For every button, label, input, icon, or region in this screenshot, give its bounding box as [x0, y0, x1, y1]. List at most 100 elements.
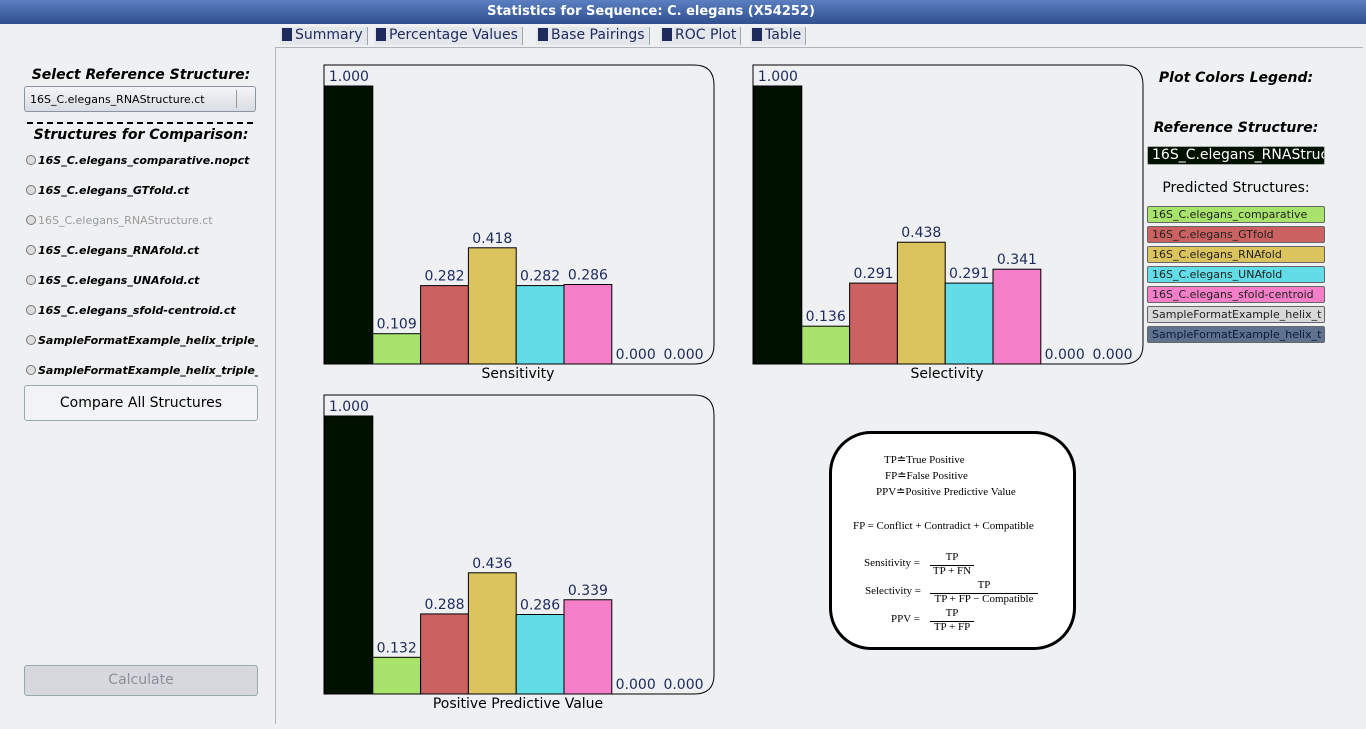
legend-title: Plot Colors Legend:	[1158, 70, 1314, 86]
fraction-bar	[930, 593, 1038, 594]
radio-button[interactable]	[26, 185, 36, 195]
tab[interactable]: Table	[750, 27, 807, 45]
tab-label: Table	[765, 27, 802, 43]
value-label: 0.000	[663, 677, 703, 693]
value-label: 0.291	[853, 266, 893, 282]
radio-button[interactable]	[26, 275, 36, 285]
structure-name[interactable]: SampleFormatExample_helix_triple_forr	[38, 334, 258, 347]
chart-title: Positive Predictive Value	[433, 696, 603, 712]
value-label: 0.109	[377, 317, 417, 333]
structure-name: 16S_C.elegans_RNAStructure.ct	[38, 214, 213, 227]
calculate-button: Calculate	[24, 665, 258, 696]
denominator: TP + FP − Compatible	[934, 593, 1034, 605]
dashed-separator	[27, 122, 253, 124]
definition: FP≐False Positive	[885, 470, 968, 482]
chart-title: Selectivity	[910, 366, 983, 382]
compare-button[interactable]: Compare All Structures	[24, 385, 258, 421]
window-title: Statistics for Sequence: C. elegans (X54…	[487, 4, 815, 19]
value-label: 0.132	[377, 640, 417, 656]
legend-item: SampleFormatExample_helix_t	[1147, 326, 1325, 343]
bar	[324, 415, 374, 695]
bar	[992, 268, 1042, 365]
legend-item: 16S_C.elegans_sfold-centroid	[1147, 286, 1325, 303]
value-label: 0.341	[997, 252, 1037, 268]
value-label: 0.438	[901, 225, 941, 241]
value-label: 0.288	[424, 597, 464, 613]
bar	[896, 241, 946, 365]
radio-button	[26, 215, 36, 225]
fp-formula: FP = Conflict + Contradict + Compatible	[853, 520, 1034, 532]
chart-title: Sensitivity	[482, 366, 555, 382]
legend-item: 16S_C.elegans_RNAfold	[1147, 246, 1325, 263]
denominator: TP + FN	[932, 565, 972, 577]
legend-item: 16S_C.elegans_GTfold	[1147, 226, 1325, 243]
radio-button[interactable]	[26, 335, 36, 345]
structure-name[interactable]: 16S_C.elegans_GTfold.ct	[38, 184, 190, 197]
structure-name[interactable]: 16S_C.elegans_comparative.nopct	[38, 154, 250, 167]
radio-button[interactable]	[26, 245, 36, 255]
value-label: 0.339	[568, 583, 608, 599]
fraction-bar	[930, 621, 974, 622]
value-label: 0.436	[472, 556, 512, 572]
tab[interactable]: Summary	[280, 27, 368, 45]
bar	[849, 282, 898, 365]
tab-icon	[538, 28, 548, 41]
structure-name[interactable]: 16S_C.elegans_sfold-centroid.ct	[38, 304, 236, 317]
legend-item: 16S_C.elegans_UNAfold	[1147, 266, 1325, 283]
value-label: 0.000	[1092, 347, 1132, 363]
radio-button[interactable]	[26, 155, 36, 165]
bar	[801, 325, 851, 365]
value-label: 0.286	[520, 597, 560, 613]
tab[interactable]: ROC Plot	[660, 27, 742, 45]
bar	[515, 285, 565, 365]
legend-item: 16S_C.elegans_RNAStruc	[1147, 146, 1325, 165]
bar	[467, 247, 517, 365]
plot-frame	[323, 64, 715, 365]
tab[interactable]: Percentage Values	[374, 27, 523, 45]
definition: TP≐True Positive	[884, 454, 965, 466]
denominator: TP + FP	[933, 621, 971, 633]
ratio-label: Selectivity =	[865, 585, 921, 597]
bar	[944, 282, 994, 365]
tab-label: Summary	[295, 27, 363, 43]
bar	[372, 656, 422, 695]
title-bar	[0, 0, 1366, 24]
legend-item: SampleFormatExample_helix_t	[1147, 306, 1325, 323]
tab[interactable]: Base Pairings	[536, 27, 650, 45]
value-label: 1.000	[329, 399, 369, 415]
structure-name[interactable]: 16S_C.elegans_UNAfold.ct	[38, 274, 200, 287]
sidebar-heading: Structures for Comparison:	[33, 127, 249, 143]
legend-heading: Reference Structure:	[1153, 120, 1319, 136]
value-label: 0.291	[949, 266, 989, 282]
select-arrow	[236, 90, 237, 108]
bar	[563, 283, 613, 365]
bar	[324, 85, 374, 365]
bar-chart: 1.000 0.132 0.288 0.436 0.286 0.339 0.000 0.000…	[323, 394, 715, 712]
structure-name[interactable]: SampleFormatExample_helix_triple_forr	[38, 364, 258, 377]
sidebar-heading: Select Reference Structure:	[31, 67, 251, 83]
value-label: 1.000	[758, 69, 798, 85]
reference-select[interactable]: 16S_C.elegans_RNAStructure.ct	[24, 86, 256, 112]
bar	[420, 613, 469, 695]
tab-icon	[282, 28, 292, 41]
radio-button[interactable]	[26, 365, 36, 375]
definition: PPV≐Positive Predictive Value	[876, 486, 1016, 498]
value-label: 0.282	[424, 269, 464, 285]
value-label: 0.000	[663, 347, 703, 363]
tab-icon	[662, 28, 672, 41]
bar-chart: 1.000 0.109 0.282 0.418 0.282 0.286 0.000 0.000…	[323, 64, 715, 382]
radio-button[interactable]	[26, 305, 36, 315]
bar-chart: 1.000 0.136 0.291 0.438 0.291 0.341 0.000 0.000…	[752, 64, 1144, 382]
tab-label: Percentage Values	[389, 27, 518, 43]
formula-box	[829, 431, 1076, 650]
bar	[753, 85, 803, 365]
bar	[420, 285, 469, 365]
numerator: TP	[977, 579, 991, 591]
fraction-bar	[930, 565, 974, 566]
value-label: 0.000	[616, 677, 656, 693]
structure-name[interactable]: 16S_C.elegans_RNAfold.ct	[38, 244, 199, 257]
plot-frame	[323, 394, 715, 695]
ratio-label: Sensitivity =	[864, 557, 921, 569]
value-label: 0.000	[1045, 347, 1085, 363]
